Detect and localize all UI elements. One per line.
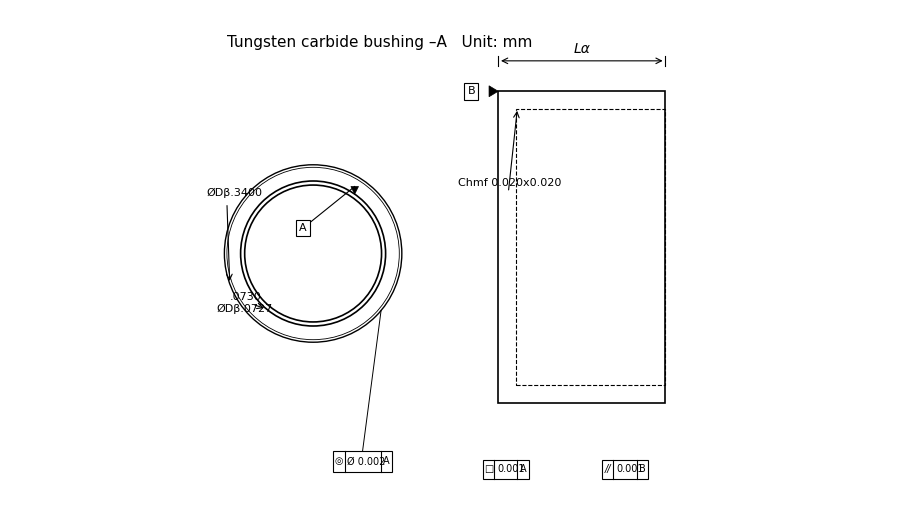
Text: Chmf 0.020x0.020: Chmf 0.020x0.020: [457, 177, 561, 188]
Bar: [516, 109, 665, 385]
Text: ØDβ.0727: ØDβ.0727: [217, 304, 273, 314]
Polygon shape: [351, 187, 358, 194]
Text: //: //: [605, 464, 611, 475]
Text: ◎: ◎: [335, 456, 343, 466]
Text: B: B: [639, 464, 645, 475]
Text: A: A: [519, 464, 526, 475]
Text: A: A: [382, 456, 390, 466]
Text: A: A: [299, 223, 307, 233]
Polygon shape: [489, 86, 499, 97]
FancyBboxPatch shape: [333, 451, 392, 472]
Text: .0730: .0730: [230, 292, 261, 302]
Text: □: □: [484, 464, 493, 475]
Text: Lα: Lα: [573, 42, 590, 56]
Text: Tungsten carbide bushing –A   Unit: mm: Tungsten carbide bushing –A Unit: mm: [227, 35, 532, 51]
Bar: [499, 91, 665, 403]
Text: B: B: [467, 86, 475, 96]
Text: 0.001: 0.001: [616, 464, 643, 475]
Text: Ø 0.002: Ø 0.002: [347, 456, 385, 466]
FancyBboxPatch shape: [602, 460, 648, 479]
FancyBboxPatch shape: [483, 460, 528, 479]
Text: ØDβ.3400: ØDβ.3400: [207, 188, 263, 198]
Text: 0.001: 0.001: [497, 464, 525, 475]
